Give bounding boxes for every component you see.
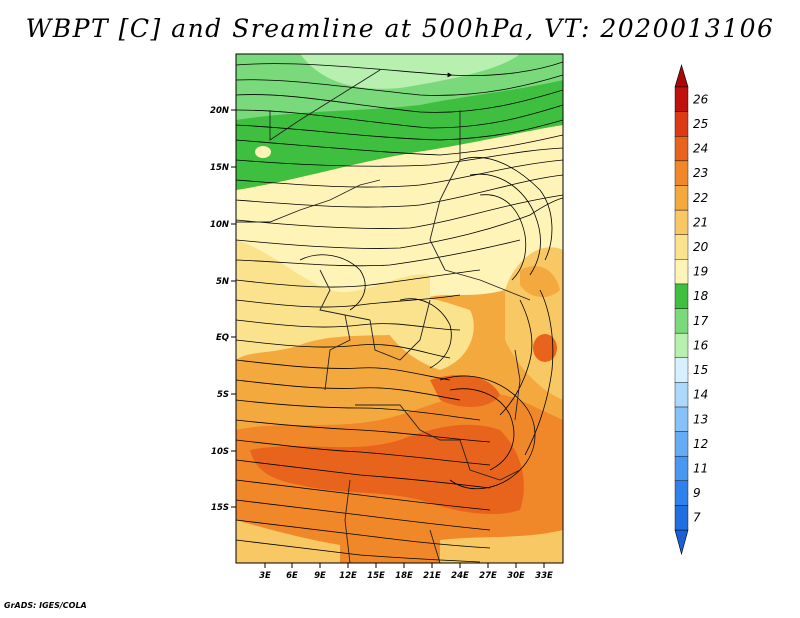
lon-label: 33E	[535, 571, 553, 581]
lat-label: 5S	[217, 390, 229, 400]
colorbar-segment	[674, 505, 689, 531]
lon-label: 9E	[314, 571, 326, 581]
wbpt-shading	[236, 54, 563, 563]
lon-label: 21E	[423, 571, 441, 581]
lat-label: 10S	[211, 447, 229, 457]
colorbar-label: 21	[693, 215, 708, 229]
colorbar-label: 7	[693, 511, 701, 525]
colorbar-label: 24	[693, 142, 708, 156]
chart-title: WBPT [C] and Sreamline at 500hPa, VT: 20…	[25, 14, 775, 43]
colorbar-segment	[674, 283, 689, 309]
lat-label: 5N	[216, 277, 229, 287]
colorbar-lower-arrow	[674, 529, 689, 556]
colorbar-segment	[674, 259, 689, 285]
colorbar-label: 11	[693, 462, 708, 476]
colorbar-segment	[674, 308, 689, 334]
colorbar-label: 18	[693, 289, 709, 303]
colorbar-label: 15	[693, 363, 708, 377]
colorbar-segment	[674, 234, 689, 260]
colorbar-label: 12	[693, 437, 708, 451]
lon-label: 30E	[507, 571, 525, 581]
colorbar-segment	[674, 455, 689, 481]
lon-label: 15E	[367, 571, 385, 581]
colorbar-label: 26	[693, 92, 709, 106]
lon-label: 6E	[286, 571, 298, 581]
lat-label: 10N	[210, 220, 229, 230]
colorbar-segment	[674, 357, 689, 383]
streamlines	[236, 61, 563, 563]
colorbar-label: 13	[693, 412, 708, 426]
lat-label: 20N	[210, 106, 229, 116]
colorbar-segment	[674, 480, 689, 506]
colorbar-segment	[674, 111, 689, 137]
lon-label: 3E	[259, 571, 271, 581]
colorbar-label: 19	[693, 265, 708, 279]
colorbar-upper-arrow	[674, 63, 689, 88]
colorbar-label: 20	[693, 240, 709, 254]
lon-label: 24E	[451, 571, 469, 581]
colorbar-label: 25	[693, 117, 708, 131]
colorbar-segment	[674, 332, 689, 358]
latitude-axis: 20N 15N 10N 5N EQ 5S 10S 15S	[210, 106, 236, 513]
colorbar-label: 22	[693, 191, 708, 205]
colorbar-segment	[674, 406, 689, 432]
colorbar-segment	[674, 209, 689, 235]
colorbar-segment	[674, 382, 689, 408]
lon-label: 27E	[479, 571, 497, 581]
colorbar-segment	[674, 431, 689, 457]
country-borders	[236, 69, 531, 563]
lon-label: 18E	[395, 571, 413, 581]
longitude-axis: 3E 6E 9E 12E 15E 18E 21E 24E 27E 30E 33E	[259, 563, 553, 581]
lat-label: 15S	[211, 503, 229, 513]
colorbar-label: 17	[693, 314, 709, 328]
colorbar-segment	[674, 136, 689, 162]
colorbar-segment	[674, 160, 689, 186]
colorbar-label: 9	[693, 486, 701, 500]
map-frame	[235, 53, 564, 564]
grads-credit: GrADS: IGES/COLA	[4, 601, 87, 610]
colorbar-segment	[674, 185, 689, 211]
lat-label: 15N	[210, 163, 229, 173]
colorbar-label: 16	[693, 338, 709, 352]
lon-label: 12E	[339, 571, 357, 581]
colorbar-segment	[674, 86, 689, 112]
lat-label: EQ	[216, 333, 229, 343]
colorbar-label: 14	[693, 388, 708, 402]
colorbar-label: 23	[693, 166, 708, 180]
colorbar: 7 9 11 12 13 14 15 16 17 18 19 20 21 22 23 24 25 26	[674, 63, 709, 556]
